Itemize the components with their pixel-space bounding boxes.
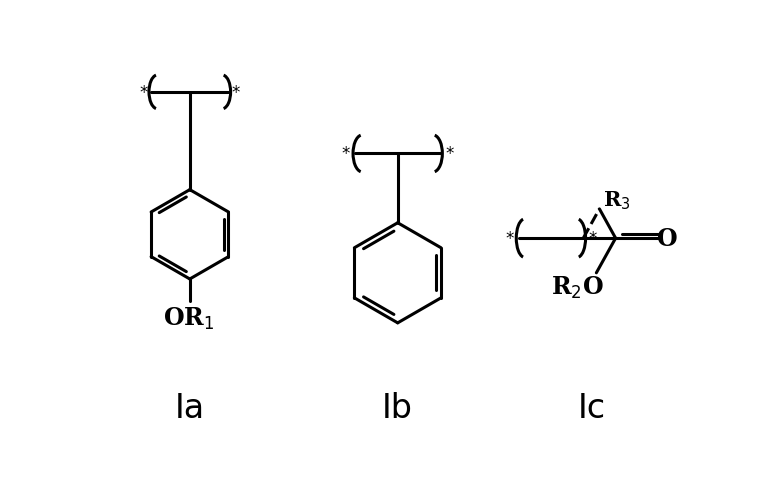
Text: OR$_1$: OR$_1$ <box>163 305 214 331</box>
Text: Ic: Ic <box>577 391 606 424</box>
Text: Ia: Ia <box>175 391 205 424</box>
Text: *: * <box>342 145 350 163</box>
Text: R$_2$O: R$_2$O <box>551 274 604 300</box>
Text: *: * <box>140 84 147 102</box>
Text: Ib: Ib <box>383 391 413 424</box>
Text: *: * <box>505 230 514 248</box>
Text: *: * <box>445 145 453 163</box>
Text: *: * <box>588 230 597 248</box>
Text: *: * <box>232 84 241 102</box>
Text: O: O <box>657 227 677 251</box>
Text: R$_3$: R$_3$ <box>603 189 630 212</box>
